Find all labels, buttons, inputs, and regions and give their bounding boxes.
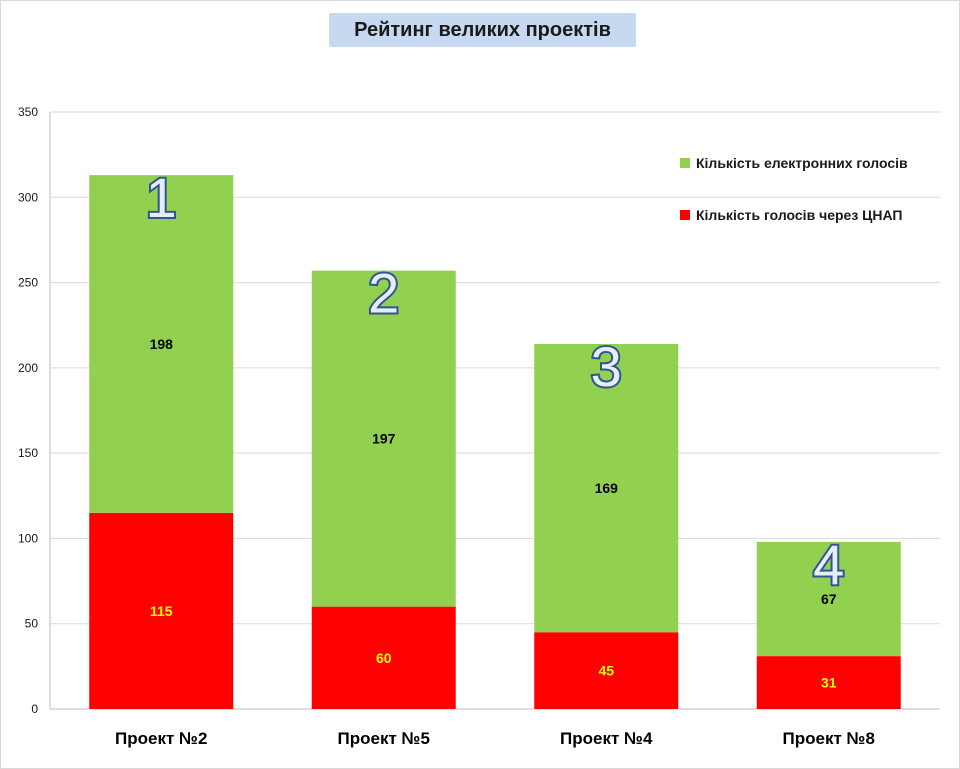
rank-label: 4 xyxy=(813,533,844,596)
data-label: 115 xyxy=(150,603,173,619)
legend-label: Кількість голосів через ЦНАП xyxy=(696,207,903,223)
y-axis-ticks: 0 50 100 150 200 250 300 350 xyxy=(18,105,38,716)
bar-segment xyxy=(311,606,456,709)
category-label: Проект №5 xyxy=(338,729,430,748)
legend-swatch xyxy=(680,158,690,168)
data-label: 198 xyxy=(150,336,174,352)
rank-label: 3 xyxy=(591,335,622,398)
rank-label: 1 xyxy=(146,166,177,229)
bar-segment xyxy=(534,632,679,709)
rank-labels: 1 2 3 4 xyxy=(144,164,847,598)
bar-segment xyxy=(756,541,901,657)
y-tick-label: 250 xyxy=(18,276,38,290)
data-label: 31 xyxy=(821,675,837,691)
category-label: Проект №2 xyxy=(115,729,207,748)
x-axis-categories: Проект №2 Проект №5 Проект №4 Проект №8 xyxy=(115,729,875,748)
bar-segment xyxy=(89,175,234,513)
data-label: 169 xyxy=(595,480,619,496)
y-tick-label: 0 xyxy=(31,702,38,716)
category-label: Проект №8 xyxy=(783,729,875,748)
data-label: 197 xyxy=(372,431,396,447)
rank-label: 2 xyxy=(368,262,399,325)
y-tick-label: 200 xyxy=(18,361,38,375)
data-label: 60 xyxy=(376,650,392,666)
bars xyxy=(89,175,901,709)
bar-segment xyxy=(89,512,234,709)
y-tick-label: 300 xyxy=(18,190,38,204)
data-labels: 115 198 60 197 45 169 31 67 xyxy=(150,336,837,691)
y-tick-label: 50 xyxy=(25,617,39,631)
bar-segment xyxy=(534,343,679,633)
chart-title: Рейтинг великих проектів xyxy=(354,18,611,41)
data-label: 67 xyxy=(821,591,837,607)
data-label: 45 xyxy=(598,663,614,679)
y-tick-label: 100 xyxy=(18,531,38,545)
y-tick-label: 150 xyxy=(18,446,38,460)
legend-label: Кількість електронних голосів xyxy=(696,155,908,171)
legend: Кількість електронних голосів Кількість г… xyxy=(680,155,908,223)
category-label: Проект №4 xyxy=(560,729,653,748)
y-tick-label: 350 xyxy=(18,105,38,119)
bar-segment xyxy=(311,270,456,607)
chart-title-box: Рейтинг великих проектів xyxy=(329,13,636,47)
legend-swatch xyxy=(680,210,690,220)
bar-segment xyxy=(756,656,901,709)
